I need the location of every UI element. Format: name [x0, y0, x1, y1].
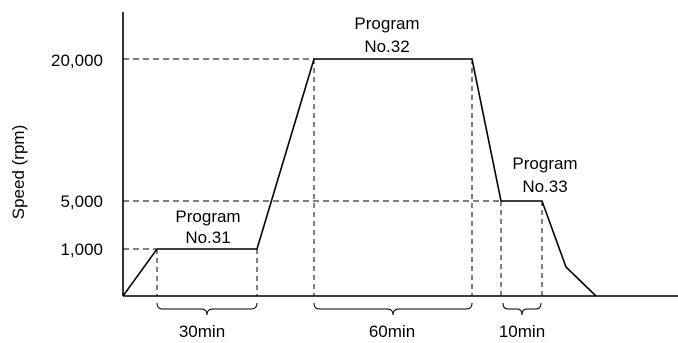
program-31-label-line2: No.31: [185, 228, 230, 247]
y-axis-label: Speed (rpm): [9, 125, 28, 219]
y-tick-label-20000: 20,000: [51, 51, 103, 70]
program-32-label-line2: No.32: [364, 37, 409, 56]
program-33-label-line2: No.33: [522, 177, 567, 196]
duration-label-10min: 10min: [499, 322, 545, 341]
duration-label-30min: 30min: [179, 322, 225, 341]
speed-profile-line: [122, 58, 597, 297]
program-32-label-line1: Program: [354, 14, 419, 33]
duration-brace-30min: [156, 302, 258, 316]
duration-brace-60min: [313, 302, 473, 316]
duration-label-60min: 60min: [369, 322, 415, 341]
y-tick-label-5000: 5,000: [60, 192, 103, 211]
program-33-label-line1: Program: [512, 154, 577, 173]
program-31-label-line1: Program: [175, 207, 240, 226]
duration-brace-10min: [502, 302, 542, 316]
y-tick-label-1000: 1,000: [60, 240, 103, 259]
